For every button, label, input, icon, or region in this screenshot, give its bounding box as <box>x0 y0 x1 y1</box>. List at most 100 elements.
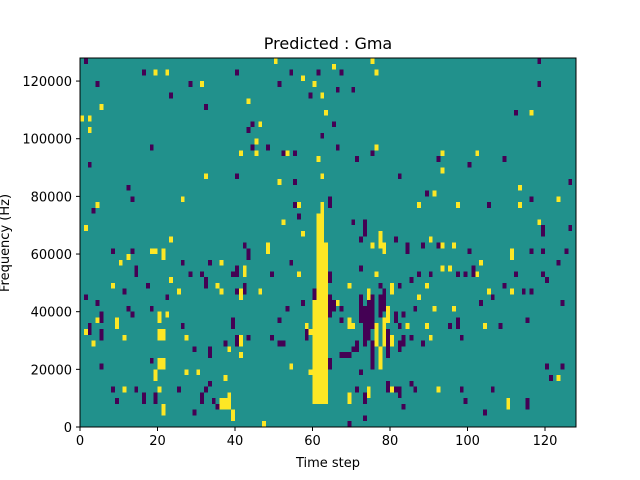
heatmap-cell <box>149 305 154 312</box>
heatmap-cell <box>258 288 263 295</box>
heatmap-cell <box>254 138 259 145</box>
heatmap-cell <box>556 196 561 203</box>
heatmap-cell <box>122 386 127 393</box>
heatmap-cell <box>537 58 542 64</box>
heatmap-cell <box>502 156 507 162</box>
heatmap-cell <box>250 144 255 151</box>
heatmap-cell <box>378 346 383 370</box>
heatmap-cell <box>262 421 267 427</box>
heatmap-cell <box>397 323 402 329</box>
heatmap-cell <box>328 357 332 370</box>
heatmap-cell <box>393 311 398 324</box>
heatmap-cell <box>95 202 100 208</box>
heatmap-cell <box>483 409 487 416</box>
heatmap-cell <box>455 271 460 278</box>
heatmap-cell <box>277 340 282 347</box>
heatmap-cell <box>149 144 154 151</box>
heatmap-cell <box>242 282 247 295</box>
heatmap-cell <box>432 305 437 312</box>
heatmap-cell <box>118 259 123 266</box>
heatmap-cell <box>328 271 332 283</box>
heatmap-cell <box>316 156 321 162</box>
heatmap-cell <box>331 300 336 312</box>
heatmap-cell <box>157 328 162 341</box>
heatmap-cell <box>231 271 236 278</box>
heatmap-cell <box>486 202 491 208</box>
y-axis-label: Frequency (Hz) <box>0 194 13 292</box>
heatmap-cell <box>304 328 309 341</box>
heatmap-cell <box>335 300 340 306</box>
heatmap-cell <box>417 202 422 208</box>
heatmap-cell <box>300 75 305 82</box>
heatmap-cell <box>235 265 239 278</box>
heatmap-cell <box>362 219 367 237</box>
heatmap-cell <box>269 271 274 278</box>
heatmap-cell <box>316 230 321 404</box>
heatmap-cell <box>246 127 251 133</box>
heatmap-cell <box>374 69 379 76</box>
heatmap-cell <box>80 115 84 122</box>
heatmap-cell <box>397 386 402 399</box>
heatmap-cell <box>293 202 298 208</box>
heatmap-cell <box>479 259 484 266</box>
heatmap-cell <box>99 311 104 324</box>
heatmap-cell <box>169 92 174 99</box>
heatmap-cell <box>111 248 115 255</box>
heatmap-cell <box>316 69 321 76</box>
heatmap-cell <box>339 305 344 312</box>
heatmap-cell <box>351 323 356 329</box>
heatmap-cell <box>347 392 352 404</box>
heatmap-cell <box>386 380 391 393</box>
heatmap-cell <box>316 213 321 231</box>
heatmap-cell <box>126 184 131 191</box>
heatmap-cell <box>459 386 464 393</box>
heatmap-cell <box>351 86 356 93</box>
heatmap-cell <box>436 386 441 393</box>
heatmap-cell <box>517 184 522 191</box>
y-tick-label: 100000 <box>22 133 72 148</box>
heatmap-cell <box>95 81 100 87</box>
heatmap-cell <box>293 179 298 185</box>
heatmap-cell <box>320 173 325 180</box>
heatmap-cell <box>506 398 511 410</box>
heatmap-cell <box>510 288 515 295</box>
heatmap-cell <box>424 323 429 329</box>
heatmap-cell <box>122 288 127 295</box>
heatmap-cell <box>180 259 185 266</box>
y-tick-label: 80000 <box>31 190 72 205</box>
heatmap-cell <box>289 259 294 266</box>
heatmap-cell <box>99 328 104 341</box>
heatmap-cell <box>215 403 220 410</box>
heatmap-cell <box>161 328 166 341</box>
heatmap-cell <box>114 317 119 329</box>
heatmap-cell <box>176 386 181 393</box>
heatmap-cell <box>176 288 181 295</box>
heatmap-cell <box>285 150 290 157</box>
heatmap-cell <box>99 104 104 110</box>
heatmap-cell <box>312 81 317 87</box>
heatmap-cell <box>475 271 480 278</box>
heatmap-cell <box>386 305 391 324</box>
heatmap-cell <box>370 150 375 157</box>
heatmap-cell <box>289 69 294 76</box>
heatmap-cell <box>192 346 197 353</box>
heatmap-cell <box>83 225 88 231</box>
heatmap-cell <box>362 415 367 422</box>
heatmap-cell <box>351 219 356 226</box>
heatmap-cell <box>87 161 92 168</box>
heatmap-cell <box>157 357 162 370</box>
heatmap-cell <box>111 386 115 393</box>
heatmap-cell <box>269 334 274 341</box>
heatmap-cell <box>297 202 301 208</box>
heatmap-cell <box>308 369 313 376</box>
heatmap-cell <box>514 109 518 116</box>
heatmap-cell <box>545 277 549 283</box>
heatmap-cell <box>463 271 468 278</box>
heatmap-cell <box>351 346 356 353</box>
heatmap-cell <box>188 271 193 278</box>
x-tick-label: 40 <box>227 434 244 449</box>
x-tick-label: 60 <box>304 434 321 449</box>
heatmap-cell <box>417 294 422 301</box>
heatmap-cell <box>525 317 530 324</box>
